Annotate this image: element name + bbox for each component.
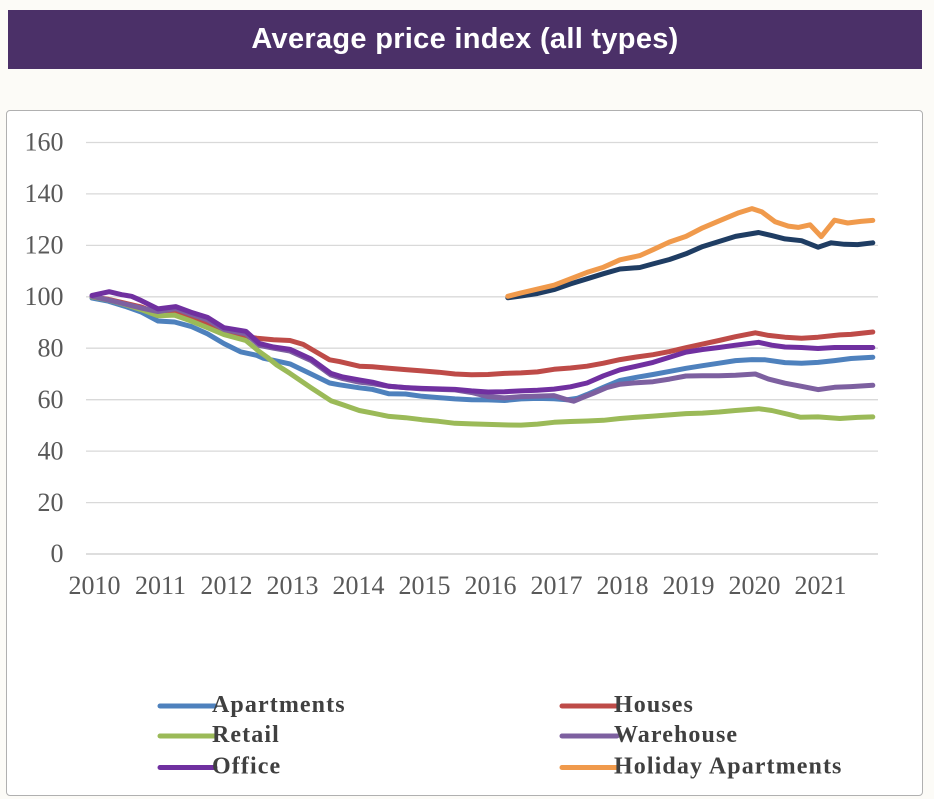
svg-text:80: 80 bbox=[38, 333, 64, 362]
svg-text:2018: 2018 bbox=[597, 571, 649, 600]
svg-text:2010: 2010 bbox=[69, 571, 121, 600]
svg-text:Apartments: Apartments bbox=[212, 692, 346, 718]
svg-text:2013: 2013 bbox=[267, 571, 319, 600]
svg-text:60: 60 bbox=[38, 385, 64, 414]
svg-text:140: 140 bbox=[25, 179, 64, 208]
svg-text:Warehouse: Warehouse bbox=[614, 722, 738, 748]
svg-text:40: 40 bbox=[38, 436, 64, 465]
svg-text:Houses: Houses bbox=[614, 692, 694, 718]
svg-text:2021: 2021 bbox=[795, 571, 847, 600]
svg-text:160: 160 bbox=[25, 128, 64, 157]
svg-text:20: 20 bbox=[38, 488, 64, 517]
svg-text:2011: 2011 bbox=[135, 571, 186, 600]
svg-text:0: 0 bbox=[51, 539, 64, 568]
svg-text:2015: 2015 bbox=[399, 571, 451, 600]
svg-text:2012: 2012 bbox=[201, 571, 253, 600]
svg-text:Retail: Retail bbox=[212, 722, 280, 748]
svg-text:2019: 2019 bbox=[663, 571, 715, 600]
svg-text:100: 100 bbox=[25, 282, 64, 311]
svg-text:120: 120 bbox=[25, 231, 64, 260]
svg-text:Office: Office bbox=[212, 754, 281, 780]
svg-text:Holiday Apartments: Holiday Apartments bbox=[614, 754, 842, 780]
svg-text:2016: 2016 bbox=[465, 571, 517, 600]
svg-text:2017: 2017 bbox=[531, 571, 583, 600]
svg-text:2014: 2014 bbox=[333, 571, 385, 600]
svg-text:2020: 2020 bbox=[729, 571, 781, 600]
